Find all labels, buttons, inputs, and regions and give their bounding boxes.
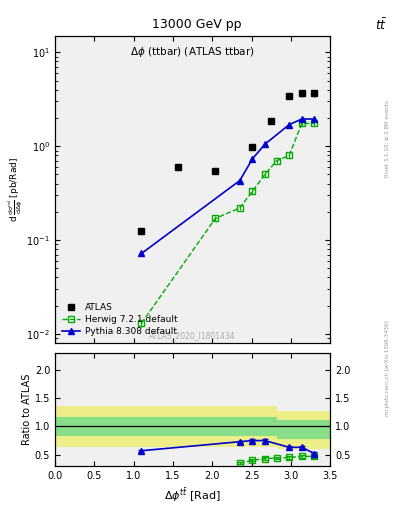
Text: mcplots.cern.ch [arXiv:1306.3436]: mcplots.cern.ch [arXiv:1306.3436] <box>385 321 389 416</box>
Y-axis label: Ratio to ATLAS: Ratio to ATLAS <box>22 374 32 445</box>
Text: 13000 GeV pp: 13000 GeV pp <box>152 18 241 31</box>
Y-axis label: $\rm d\,\frac{d\sigma^{nd}}{d\Delta\phi}$ [pb/Rad]: $\rm d\,\frac{d\sigma^{nd}}{d\Delta\phi}… <box>7 157 25 222</box>
Text: $t\bar{t}$: $t\bar{t}$ <box>375 18 387 33</box>
X-axis label: $\Delta\phi^{t\bar{t}}$ [Rad]: $\Delta\phi^{t\bar{t}}$ [Rad] <box>164 486 221 504</box>
Text: $\Delta\phi$ (ttbar) (ATLAS ttbar): $\Delta\phi$ (ttbar) (ATLAS ttbar) <box>130 45 255 59</box>
Text: ATLAS_2020_I1801434: ATLAS_2020_I1801434 <box>149 331 236 340</box>
Legend: ATLAS, Herwig 7.2.1 default, Pythia 8.308 default: ATLAS, Herwig 7.2.1 default, Pythia 8.30… <box>59 301 180 338</box>
Text: Rivet 3.1.10; ≥ 2.8M events: Rivet 3.1.10; ≥ 2.8M events <box>385 100 389 177</box>
